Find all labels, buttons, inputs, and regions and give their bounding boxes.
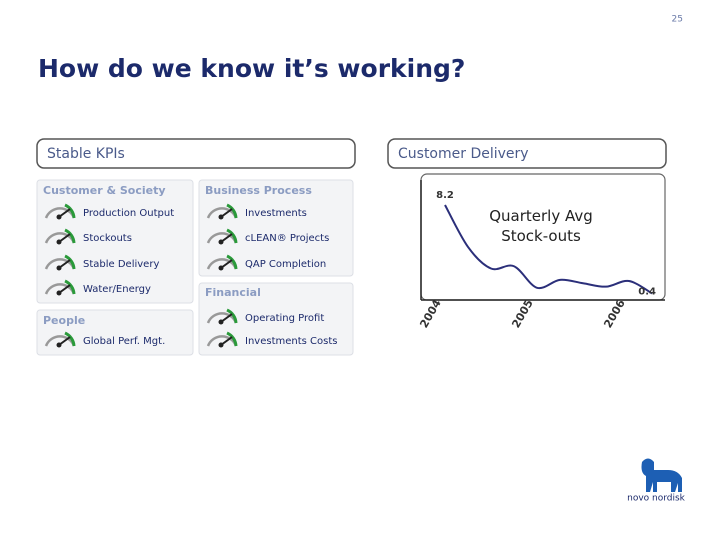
kpi-item: Stable Delivery — [83, 259, 159, 270]
kpi-item: Investments — [245, 208, 307, 219]
gauge-green — [64, 228, 76, 244]
gauge-icon — [44, 279, 76, 296]
logo-text: novo nordisk — [627, 494, 686, 504]
gauge-icon — [206, 331, 238, 348]
kpi-group-title: People — [43, 314, 85, 327]
kpi-group-title: Financial — [205, 286, 261, 299]
kpi-box — [36, 309, 194, 356]
kpi-box — [198, 282, 354, 356]
gauge-icon — [44, 331, 76, 348]
gauge-hub — [56, 214, 62, 220]
gauge-icon — [206, 308, 238, 325]
gauge-icon — [206, 203, 238, 220]
gauge-green — [64, 331, 76, 347]
kpi-item: Production Output — [83, 208, 174, 219]
kpi-item: Water/Energy — [83, 284, 151, 295]
gauge-hub — [218, 265, 224, 271]
data-label: 8.2 — [436, 190, 454, 201]
kpi-box — [36, 179, 194, 304]
chart-title: Quarterly Avg Stock-outs — [489, 207, 593, 245]
gauge-green — [64, 254, 76, 270]
data-line — [444, 204, 653, 295]
gauge-hub — [56, 265, 62, 271]
right-label: Customer Delivery — [398, 146, 529, 162]
right-pill — [387, 138, 667, 169]
x-tick-label: 2004 — [417, 297, 444, 330]
gauge-green — [226, 228, 238, 244]
kpi-group-title: Business Process — [205, 184, 312, 197]
gauge-green — [226, 308, 238, 324]
logo: novo nordisk — [627, 458, 686, 504]
kpi-group-title: Customer & Society — [43, 184, 166, 197]
gauge-green — [64, 279, 76, 295]
gauge-icon — [206, 228, 238, 245]
gauge-hub — [56, 239, 62, 245]
gauge-icon — [206, 254, 238, 271]
gauge-icon — [44, 254, 76, 271]
logo-bull — [641, 458, 682, 492]
kpi-box — [198, 179, 354, 277]
gauge-icon — [44, 228, 76, 245]
kpi-item: Operating Profit — [245, 313, 324, 324]
left-pill — [36, 138, 356, 169]
kpi-item: Investments Costs — [245, 336, 337, 347]
slide-title: How do we know it’s working? — [38, 54, 465, 83]
gauge-green — [226, 254, 238, 270]
gauge-hub — [218, 239, 224, 245]
x-tick-label: 2006 — [601, 297, 628, 330]
gauge-hub — [218, 342, 224, 348]
x-tick-label: 2005 — [509, 297, 536, 330]
gauge-green — [64, 203, 76, 219]
page-number: 25 — [672, 15, 683, 25]
kpi-item: Global Perf. Mgt. — [83, 336, 165, 347]
kpi-item: cLEAN® Projects — [245, 233, 329, 244]
data-label: 0.4 — [638, 286, 656, 297]
gauge-green — [226, 331, 238, 347]
gauge-hub — [56, 290, 62, 296]
gauge-icon — [44, 203, 76, 220]
kpi-item: Stockouts — [83, 233, 132, 244]
gauge-hub — [56, 342, 62, 348]
gauge-hub — [218, 319, 224, 325]
left-label: Stable KPIs — [47, 146, 125, 162]
gauge-hub — [218, 214, 224, 220]
kpi-item: QAP Completion — [245, 259, 326, 270]
gauge-green — [226, 203, 238, 219]
